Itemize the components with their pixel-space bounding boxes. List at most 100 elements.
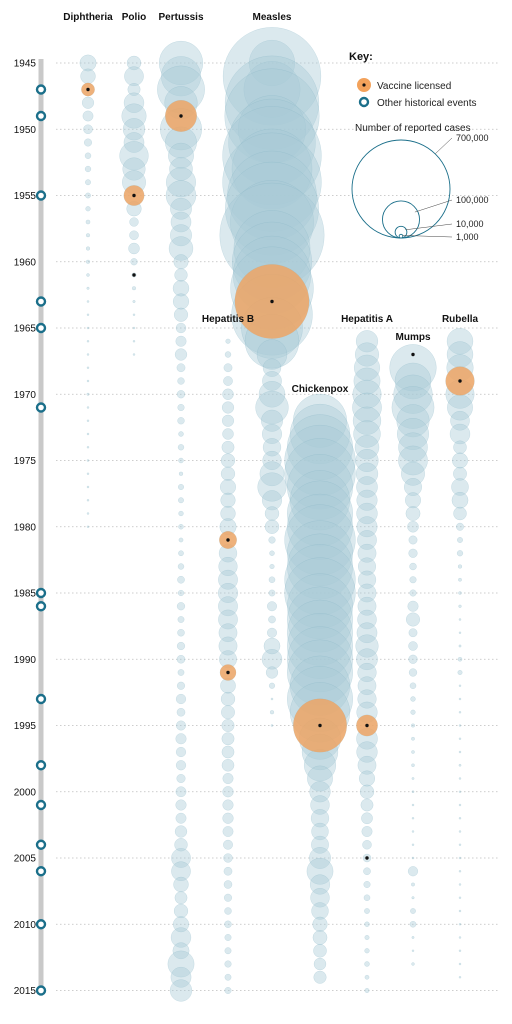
vaccine-dot	[270, 299, 274, 304]
case-bubble	[287, 573, 353, 640]
case-bubble	[363, 894, 371, 902]
case-bubble	[411, 962, 415, 966]
case-bubble	[132, 313, 136, 316]
case-bubble	[169, 157, 193, 181]
case-bubble	[312, 916, 328, 932]
case-bubble	[458, 684, 462, 687]
case-bubble	[221, 440, 235, 454]
case-bubble	[458, 883, 462, 886]
case-bubble	[398, 432, 428, 463]
case-bubble	[79, 54, 97, 72]
case-bubble	[169, 979, 193, 1002]
case-bubble	[173, 307, 189, 322]
case-bubble	[356, 741, 378, 763]
case-bubble	[356, 502, 378, 525]
case-bubble	[287, 480, 353, 547]
case-bubble	[86, 485, 90, 489]
case-bubble	[458, 830, 462, 833]
case-bubble	[364, 961, 370, 967]
case-bubble	[176, 720, 186, 731]
year-tick-label: 2005	[14, 854, 37, 865]
legend-event-label: Other historical events	[377, 98, 477, 109]
case-bubble	[263, 637, 281, 655]
case-bubble	[86, 525, 90, 528]
case-bubble	[158, 40, 204, 86]
case-bubble	[178, 524, 184, 530]
case-bubble	[221, 758, 235, 772]
case-bubble	[86, 379, 90, 383]
case-bubble	[174, 891, 188, 905]
case-bubble	[458, 909, 462, 913]
case-bubble	[458, 843, 462, 846]
case-bubble	[86, 366, 90, 369]
case-bubble	[224, 68, 320, 164]
case-bubble	[270, 724, 274, 727]
case-bubble	[364, 948, 370, 954]
case-bubble	[307, 765, 333, 792]
case-bubble	[227, 150, 317, 241]
case-bubble	[357, 755, 377, 775]
case-bubble	[293, 393, 347, 448]
vaccine-dot	[179, 114, 183, 118]
case-bubble	[287, 533, 353, 600]
case-bubble	[458, 777, 462, 780]
historical-event-marker	[35, 296, 47, 307]
case-bubble	[121, 103, 147, 129]
case-bubble	[225, 161, 319, 256]
case-bubble	[218, 569, 238, 590]
year-tick-label: 1965	[14, 324, 37, 335]
case-bubble	[356, 622, 378, 644]
case-bubble	[175, 733, 187, 745]
case-bubble	[446, 328, 474, 355]
case-bubble	[262, 438, 282, 457]
case-bubble	[85, 192, 91, 199]
case-bubble	[458, 763, 462, 767]
case-bubble	[132, 299, 136, 304]
case-bubble	[86, 406, 90, 409]
case-bubble	[411, 843, 415, 846]
column-label-rubella: Rubella	[442, 314, 479, 325]
case-bubble	[408, 548, 418, 558]
series-hepatitis-b	[218, 338, 238, 994]
case-bubble	[287, 599, 353, 666]
case-bubble	[83, 138, 93, 147]
case-bubble	[132, 326, 136, 330]
case-bubble	[176, 773, 186, 784]
case-bubble	[165, 180, 197, 211]
case-bubble	[409, 920, 417, 928]
case-bubble	[270, 697, 274, 701]
case-bubble	[168, 236, 194, 261]
case-bubble	[407, 866, 419, 877]
case-bubble	[237, 95, 307, 164]
event-dot	[411, 352, 415, 357]
case-bubble	[268, 615, 276, 624]
case-bubble	[85, 233, 91, 238]
case-bubble	[265, 666, 279, 679]
year-tick-label: 1975	[14, 456, 37, 467]
series-rubella	[445, 328, 475, 979]
case-bubble	[458, 923, 462, 926]
case-bubble	[411, 803, 415, 807]
case-bubble	[175, 693, 187, 705]
case-bubble	[259, 461, 285, 487]
case-bubble	[223, 839, 233, 850]
case-bubble	[86, 326, 90, 330]
historical-event-marker	[35, 402, 47, 413]
case-bubble	[287, 454, 353, 520]
year-tick-label: 2010	[14, 920, 37, 931]
case-bubble	[458, 697, 462, 701]
case-bubble	[129, 217, 139, 227]
case-bubble	[458, 618, 462, 621]
historical-event-marker	[35, 799, 47, 811]
case-bubble	[411, 763, 415, 768]
case-bubble	[175, 335, 187, 347]
case-bubble	[221, 719, 235, 732]
case-bubble	[449, 423, 471, 445]
case-bubble	[86, 419, 90, 422]
vaccine-dot	[318, 723, 322, 728]
case-bubble	[394, 362, 432, 400]
case-bubble	[175, 799, 187, 811]
case-bubble	[174, 268, 188, 282]
legend-size-circles: 700,000 100,000 10,000 1,000	[351, 133, 489, 242]
case-bubble	[311, 835, 329, 854]
